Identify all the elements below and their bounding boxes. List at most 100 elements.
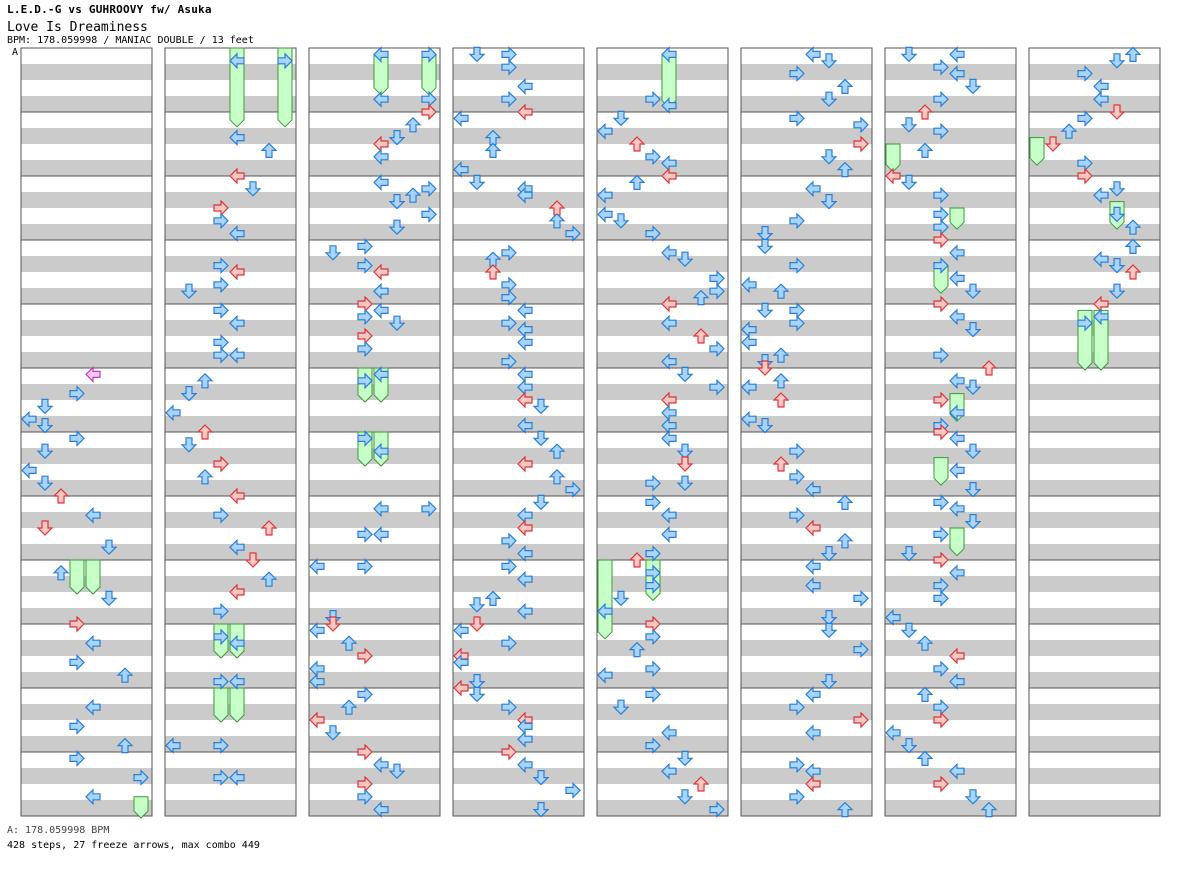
beat-band [741, 800, 872, 816]
down-arrow-note [820, 53, 838, 69]
up-arrow-note [260, 571, 278, 587]
left-arrow-note [805, 45, 821, 63]
up-arrow-note [116, 737, 134, 754]
beat-band [885, 96, 1016, 112]
freeze-arrow [1093, 309, 1109, 371]
beat-band [741, 704, 872, 720]
down-arrow-note [100, 539, 118, 556]
left-arrow-note [597, 205, 613, 223]
left-arrow-note [741, 333, 757, 351]
beat-band [1029, 416, 1160, 432]
left-arrow-note [661, 506, 677, 524]
beat-band [1029, 576, 1160, 592]
chart-column [452, 45, 585, 818]
beat-band [165, 160, 296, 176]
beat-band [453, 608, 584, 624]
freeze-arrow [229, 47, 245, 128]
up-arrow-note [260, 520, 278, 536]
down-arrow-note [36, 398, 54, 415]
freeze-body [69, 559, 85, 595]
beat-band [741, 672, 872, 688]
right-arrow-note [709, 282, 725, 300]
right-arrow-note [645, 148, 661, 166]
beat-band [453, 288, 584, 304]
right-arrow-note [789, 468, 805, 486]
beat-band [741, 224, 872, 240]
beat-band [309, 192, 440, 208]
beat-band [453, 64, 584, 80]
beat-band [597, 96, 728, 112]
left-arrow-note [85, 698, 101, 716]
left-arrow-note [885, 724, 901, 742]
beat-band [453, 480, 584, 496]
right-arrow-note [933, 660, 949, 678]
right-arrow-note [501, 90, 517, 108]
down-arrow-note [612, 590, 630, 607]
left-arrow-note [1093, 250, 1109, 268]
down-arrow-note [900, 117, 918, 133]
beat-band [453, 416, 584, 432]
right-arrow-note [501, 532, 517, 550]
up-arrow-note [692, 776, 710, 792]
beat-band [741, 384, 872, 400]
right-arrow-note [789, 257, 805, 275]
beat-band [165, 768, 296, 784]
right-arrow-note [933, 525, 949, 543]
beat-band [453, 192, 584, 208]
beat-band [21, 480, 152, 496]
down-arrow-note [612, 213, 630, 229]
beat-band [453, 320, 584, 336]
beat-band [1029, 512, 1160, 528]
left-arrow-note [661, 525, 677, 543]
right-arrow-note [133, 769, 149, 787]
right-arrow-note [69, 615, 85, 633]
freeze-body [949, 527, 965, 557]
right-arrow-note [645, 660, 661, 678]
freeze-arrow [949, 207, 965, 230]
beat-band [741, 608, 872, 624]
beat-band [453, 448, 584, 464]
down-arrow-note [964, 379, 982, 396]
freeze-arrow [1029, 137, 1045, 166]
column-border [308, 47, 441, 817]
down-arrow-note [1108, 258, 1126, 274]
beat-band [597, 128, 728, 144]
up-arrow-note [260, 142, 278, 159]
right-arrow-note [421, 180, 437, 198]
beat-band [741, 96, 872, 112]
left-arrow-note [949, 45, 965, 63]
left-arrow-note [1093, 90, 1109, 108]
left-arrow-note [229, 673, 245, 691]
beat-band [885, 576, 1016, 592]
up-arrow-note [772, 392, 790, 408]
down-arrow-note [820, 673, 838, 690]
down-arrow-note [388, 763, 406, 780]
freeze-body [885, 143, 901, 173]
left-arrow-note [229, 487, 245, 505]
up-arrow-note [836, 78, 854, 95]
down-arrow-note [756, 226, 774, 242]
beat-band [453, 160, 584, 176]
beat-band [21, 800, 152, 816]
down-arrow-note [900, 46, 918, 63]
down-arrow-note [964, 443, 982, 460]
right-arrow-note [645, 545, 661, 563]
left-arrow-note [805, 724, 821, 742]
beat-band [885, 640, 1016, 656]
left-arrow-note [373, 301, 389, 319]
beat-band [309, 640, 440, 656]
column-border [884, 47, 1017, 817]
beat-band [741, 736, 872, 752]
right-arrow-note [213, 276, 229, 294]
bpm-footer: A: 178.059998 BPM [7, 825, 110, 836]
down-arrow-note [676, 366, 694, 383]
right-arrow-note [565, 225, 581, 243]
right-arrow-note [501, 244, 517, 262]
down-arrow-note [964, 514, 982, 530]
beat-band [21, 512, 152, 528]
beat-band [165, 544, 296, 560]
left-arrow-note [373, 90, 389, 108]
beat-band [21, 64, 152, 80]
right-arrow-note [357, 525, 373, 543]
beat-band [309, 224, 440, 240]
